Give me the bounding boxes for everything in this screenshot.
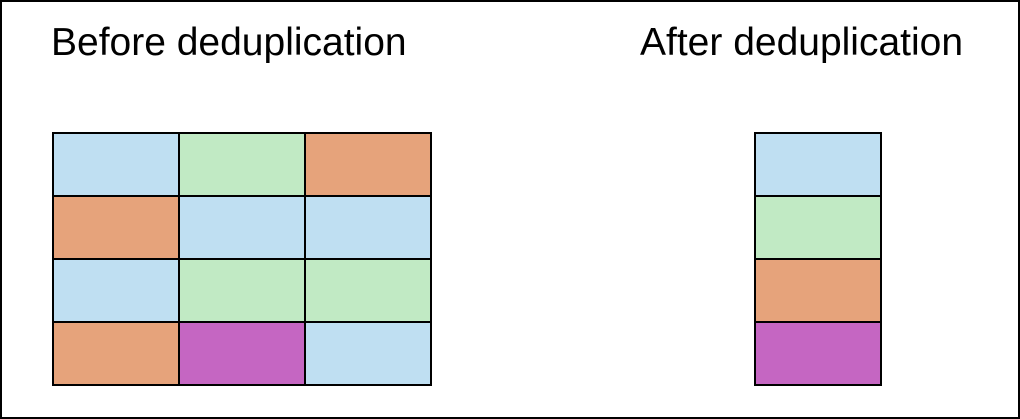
after-grid: [754, 132, 882, 386]
cell-orange: [54, 197, 178, 258]
cell-blue: [306, 197, 430, 258]
cell-orange: [306, 134, 430, 195]
cell-blue: [54, 134, 178, 195]
cell-orange: [54, 323, 178, 384]
cell-green: [180, 134, 304, 195]
cell-blue: [306, 323, 430, 384]
cell-green: [756, 197, 880, 258]
cell-blue: [54, 260, 178, 321]
cell-purple: [756, 323, 880, 384]
cell-purple: [180, 323, 304, 384]
after-title: After deduplication: [640, 21, 964, 64]
before-title: Before deduplication: [51, 21, 407, 64]
cell-orange: [756, 260, 880, 321]
before-grid: [52, 132, 432, 386]
cell-green: [180, 260, 304, 321]
cell-green: [306, 260, 430, 321]
cell-blue: [756, 134, 880, 195]
cell-blue: [180, 197, 304, 258]
